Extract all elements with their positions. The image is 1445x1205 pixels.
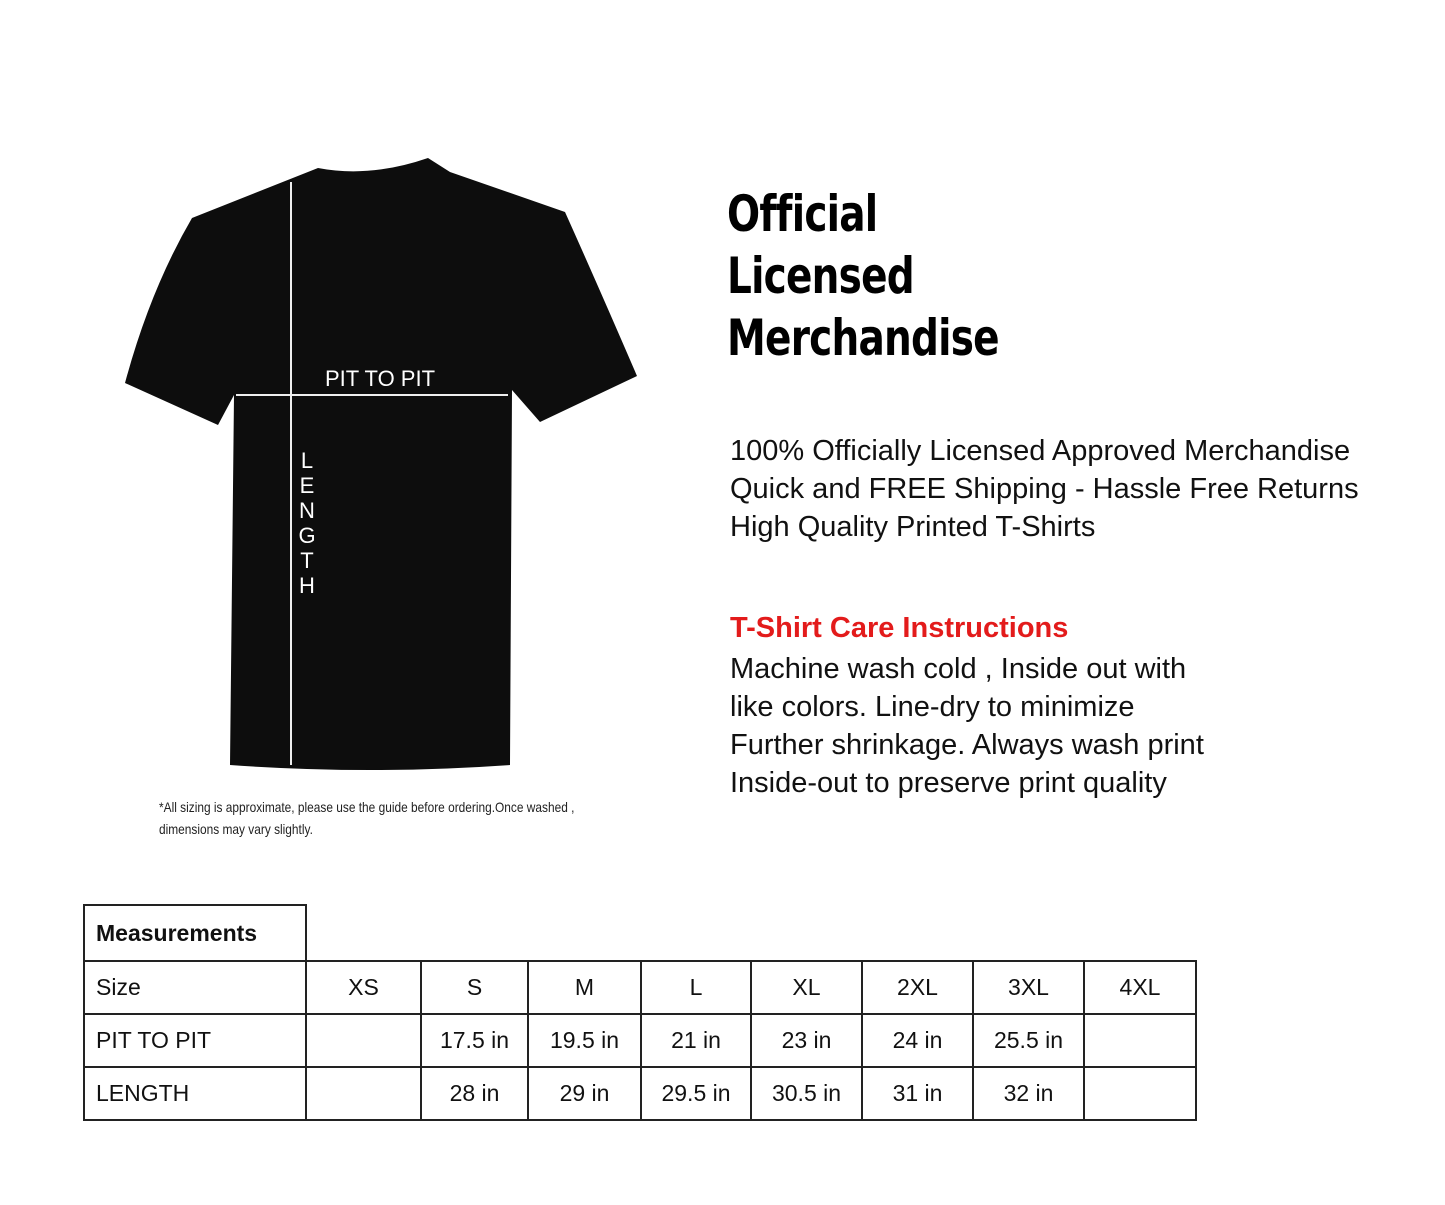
table-header-cell: S [420, 960, 529, 1015]
tshirt-shape [125, 158, 637, 770]
care-line: Inside-out to preserve print quality [730, 767, 1167, 799]
table-cell: 31 in [861, 1066, 974, 1121]
table-header-cell: XL [750, 960, 863, 1015]
heading-line: Official [727, 185, 878, 243]
length-label: LENGTH [298, 448, 316, 598]
table-cell: 30.5 in [750, 1066, 863, 1121]
feature-item: 100% Officially Licensed Approved Mercha… [730, 435, 1351, 467]
care-instructions: Machine wash cold , Inside out with like… [730, 650, 1204, 802]
table-cell [1083, 1066, 1197, 1121]
table-cell: 28 in [420, 1066, 529, 1121]
heading: Official Licensed Merchandise [727, 183, 1000, 369]
care-line: Machine wash cold , Inside out with [730, 653, 1187, 685]
table-cell [305, 1066, 422, 1121]
table-header-cell: M [527, 960, 642, 1015]
table-cell: 21 in [640, 1013, 752, 1068]
table-cell: 19.5 in [527, 1013, 642, 1068]
table-cell: 29 in [527, 1066, 642, 1121]
feature-item: High Quality Printed T-Shirts [730, 511, 1096, 543]
table-cell: 32 in [972, 1066, 1085, 1121]
table-cell: 24 in [861, 1013, 974, 1068]
heading-line: Licensed [727, 247, 915, 305]
care-title: T-Shirt Care Instructions [730, 612, 1069, 644]
table-header-cell: 2XL [861, 960, 974, 1015]
table-cell: 17.5 in [420, 1013, 529, 1068]
table-cell: 23 in [750, 1013, 863, 1068]
table-cell: LENGTH [83, 1066, 307, 1121]
table-header-cell: 3XL [972, 960, 1085, 1015]
table-cell [1083, 1013, 1197, 1068]
table-header-cell: L [640, 960, 752, 1015]
care-line: like colors. Line-dry to minimize [730, 691, 1135, 723]
care-line: Further shrinkage. Always wash print [730, 729, 1204, 761]
feature-item: Quick and FREE Shipping - Hassle Free Re… [730, 473, 1359, 505]
table-header-cell: XS [305, 960, 422, 1015]
sizing-note: *All sizing is approximate, please use t… [159, 799, 575, 837]
table-header-cell: 4XL [1083, 960, 1197, 1015]
table-cell [305, 1013, 422, 1068]
heading-line: Merchandise [727, 309, 1000, 367]
pit-to-pit-label: PIT TO PIT [325, 366, 436, 391]
table-cell: 25.5 in [972, 1013, 1085, 1068]
tshirt-diagram [125, 158, 637, 770]
table-header-cell: Size [83, 960, 307, 1015]
features-list: 100% Officially Licensed Approved Mercha… [730, 432, 1359, 546]
table-cell: PIT TO PIT [83, 1013, 307, 1068]
table-cell: 29.5 in [640, 1066, 752, 1121]
table-title: Measurements [83, 904, 307, 962]
